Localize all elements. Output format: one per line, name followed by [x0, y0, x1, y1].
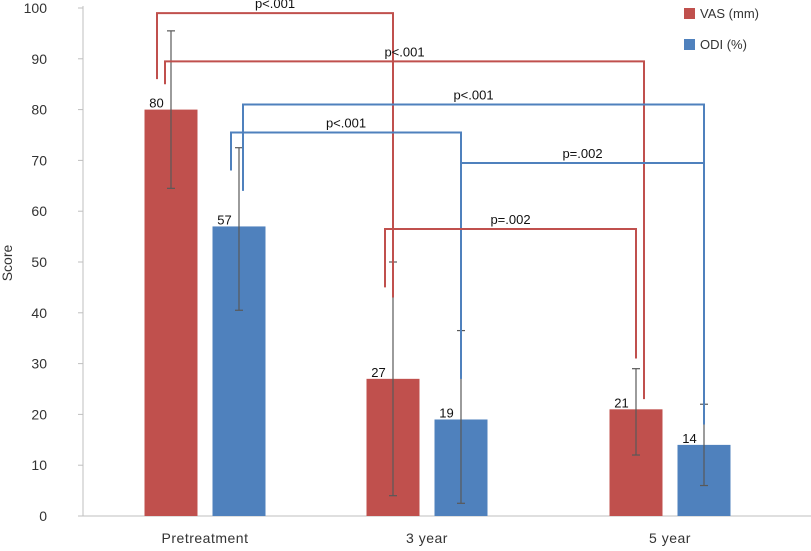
- legend-label: ODI (%): [700, 37, 747, 52]
- y-tick-label: 70: [31, 152, 47, 168]
- significance-label: p<.001: [255, 0, 295, 11]
- y-axis-label: Score: [0, 245, 15, 282]
- significance-bracket: [164, 60, 645, 400]
- legend: VAS (mm) ODI (%): [684, 6, 759, 52]
- significance-label: p<.001: [384, 44, 424, 59]
- y-tick-label: 10: [31, 457, 47, 473]
- bars: [144, 109, 731, 516]
- significance-brackets: p<.001 p<.001 p<.001 p<.001 p=.002 p=.002: [156, 0, 705, 425]
- y-tick-label: 60: [31, 203, 47, 219]
- significance-label: p=.002: [490, 212, 530, 227]
- y-tick-label: 90: [31, 51, 47, 67]
- legend-swatch: [684, 8, 695, 19]
- y-tick-label: 0: [39, 508, 47, 524]
- y-tick-label: 50: [31, 254, 47, 270]
- x-tick-label: 5 year: [649, 530, 691, 546]
- data-label: 57: [217, 212, 231, 227]
- significance-bracket: [384, 227, 637, 359]
- significance-label: p<.001: [453, 88, 493, 103]
- y-tick-label: 40: [31, 305, 47, 321]
- data-label: 14: [682, 431, 696, 446]
- x-tick-label: Pretreatment: [162, 530, 249, 546]
- significance-bracket: [156, 12, 394, 298]
- axes: 0 10 20 30 40 50 60 70 80 90 100 Pretreatment 3 year…: [24, 0, 811, 546]
- significance-label: p<.001: [326, 115, 366, 130]
- legend-label: VAS (mm): [700, 6, 759, 21]
- significance-bracket: [242, 103, 705, 410]
- x-tick-label: 3 year: [406, 530, 448, 546]
- data-label: 27: [371, 365, 385, 380]
- y-tick-label: 80: [31, 102, 47, 118]
- data-label: 19: [439, 405, 453, 420]
- labels: 80 57 27 19 21 14: [149, 96, 696, 446]
- y-tick-label: 100: [24, 0, 48, 16]
- legend-swatch: [684, 39, 695, 50]
- data-label: 80: [149, 96, 163, 111]
- significance-label: p=.002: [562, 146, 602, 161]
- y-tick-label: 20: [31, 406, 47, 422]
- significance-bracket: [460, 161, 705, 425]
- y-tick-label: 30: [31, 356, 47, 372]
- data-label: 21: [614, 395, 628, 410]
